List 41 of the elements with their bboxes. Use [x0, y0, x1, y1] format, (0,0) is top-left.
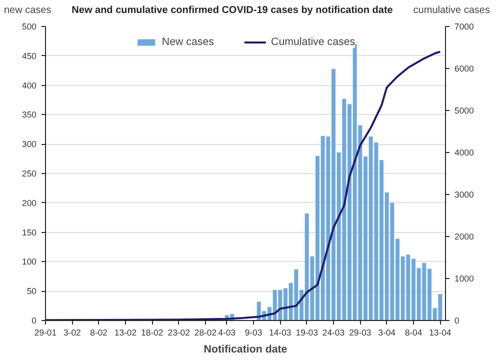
- y-tick-label: 450: [22, 50, 37, 61]
- legend-label: New cases: [162, 36, 214, 48]
- y2-tick-label: 6000: [454, 64, 474, 74]
- y-tick-label: 400: [22, 80, 37, 90]
- y2-tick-label: 5000: [454, 106, 474, 116]
- x-tick-label: 23-02: [168, 328, 190, 338]
- y-tick-label: 300: [22, 139, 37, 150]
- x-tick-label: 18-02: [141, 328, 164, 338]
- x-tick-label: 13-04: [429, 328, 452, 338]
- y2-tick-label: 7000: [454, 22, 474, 32]
- x-tick-label: 14-03: [269, 328, 292, 338]
- y-tick-label: 50: [26, 286, 37, 296]
- x-tick-label: 24-03: [322, 328, 345, 338]
- y-tick-label: 0: [32, 316, 37, 326]
- chart-title: New and cumulative confirmed COVID-19 cases by notification date: [72, 4, 393, 18]
- y-tick-label: 350: [22, 110, 37, 120]
- x-tick-label: 8-04: [404, 328, 422, 338]
- x-axis-title: Notification date: [204, 344, 288, 356]
- x-tick-label: 9-03: [244, 328, 262, 338]
- x-tick-label: 19-03: [296, 328, 318, 338]
- y2-tick-label: 0: [454, 316, 460, 326]
- y2-tick-label: 4000: [454, 148, 474, 158]
- y-axis-title: new cases: [4, 4, 52, 18]
- y-tick-label: 100: [22, 256, 37, 267]
- x-tick-label: 13-02: [114, 328, 137, 338]
- y-tick-label: 250: [22, 168, 37, 178]
- y-tick-label: 200: [22, 198, 37, 208]
- y2-tick-label: 3000: [454, 190, 474, 200]
- x-tick-label: 3-04: [378, 328, 396, 338]
- x-tick-label: 28-02: [194, 328, 217, 338]
- y2-axis-title: cumulative cases: [413, 4, 490, 18]
- x-tick-label: 29-03: [349, 328, 372, 338]
- y-tick-label: 150: [22, 227, 37, 238]
- y-tick-label: 500: [22, 22, 37, 32]
- legend-label: Cumulative cases: [271, 36, 356, 48]
- x-tick-label: 8-02: [90, 328, 108, 338]
- y2-tick-label: 2000: [454, 232, 474, 242]
- x-tick-label: 4-03: [218, 328, 236, 338]
- x-tick-label: 3-02: [64, 328, 82, 338]
- x-tick-label: 29-01: [34, 328, 57, 338]
- y2-tick-label: 1000: [454, 274, 474, 284]
